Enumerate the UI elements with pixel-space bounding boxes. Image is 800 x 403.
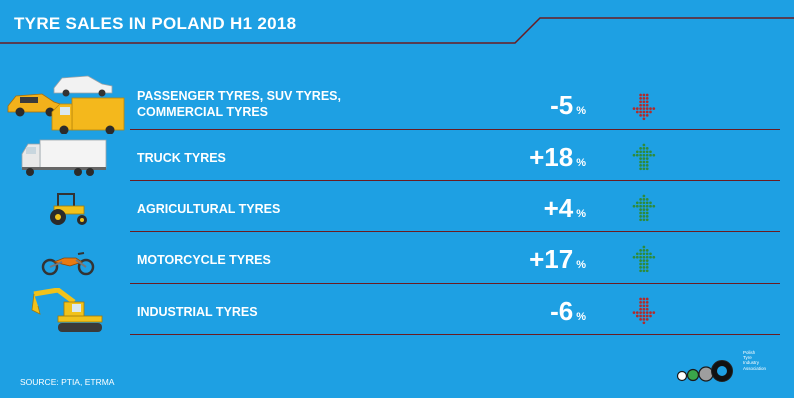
- truck-icon: [20, 138, 108, 183]
- row-divider: [130, 334, 780, 335]
- change-value: +4: [543, 193, 574, 223]
- arrow-down-icon: [632, 297, 656, 325]
- row-label-line: COMMERCIAL TYRES: [137, 105, 269, 119]
- row-value-motorcycle: +17%: [529, 244, 586, 275]
- page-title: TYRE SALES IN POLAND H1 2018: [14, 14, 297, 33]
- tractor-icon: [44, 192, 90, 231]
- row-value-industrial: -6%: [550, 296, 586, 327]
- change-value: +18: [529, 142, 574, 172]
- row-label-line: TRUCK TYRES: [137, 151, 226, 165]
- percent-unit: %: [576, 311, 586, 323]
- row-label-passenger: PASSENGER TYRES, SUV TYRES, COMMERCIAL T…: [137, 88, 341, 120]
- percent-unit: %: [576, 157, 586, 169]
- arrow-up-icon: [632, 143, 656, 171]
- arrow-up-icon: [632, 194, 656, 222]
- cars-van-icon: [6, 66, 128, 139]
- row-label-line: MOTORCYCLE TYRES: [137, 253, 271, 267]
- row-divider: [130, 231, 780, 232]
- row-label-industrial: INDUSTRIAL TYRES: [137, 304, 258, 320]
- arrow-down-icon: [632, 93, 656, 121]
- row-value-truck: +18%: [529, 142, 586, 173]
- row-divider: [130, 129, 780, 130]
- row-label-agricultural: AGRICULTURAL TYRES: [137, 201, 280, 217]
- row-label-truck: TRUCK TYRES: [137, 150, 226, 166]
- title-bar: [0, 17, 794, 44]
- row-label-line: INDUSTRIAL TYRES: [137, 305, 258, 319]
- excavator-icon: [28, 287, 104, 339]
- row-value-passenger: -5%: [550, 90, 586, 121]
- row-label-line: PASSENGER TYRES, SUV TYRES,: [137, 89, 341, 103]
- percent-unit: %: [576, 105, 586, 117]
- row-divider: [130, 180, 780, 181]
- change-value: -5: [550, 90, 574, 120]
- logo-text-line: Tyre: [743, 355, 752, 361]
- source-note: SOURCE: PTIA, ETRMA: [20, 377, 115, 387]
- logo-text-line: Association: [743, 365, 767, 371]
- row-value-agricultural: +4%: [544, 193, 586, 224]
- ptia-logo: [676, 360, 733, 382]
- logo-text: Polish Tyre Industry Association: [743, 350, 766, 371]
- percent-unit: %: [576, 208, 586, 220]
- arrow-up-icon: [632, 245, 656, 273]
- change-value: +17: [529, 244, 574, 274]
- percent-unit: %: [576, 259, 586, 271]
- motorcycle-icon: [40, 250, 96, 281]
- logo-text-line: Industry: [743, 360, 760, 366]
- row-divider: [130, 283, 780, 284]
- row-label-line: AGRICULTURAL TYRES: [137, 202, 281, 216]
- logo-text-line: Polish: [743, 350, 756, 355]
- change-value: -6: [550, 296, 574, 326]
- row-label-motorcycle: MOTORCYCLE TYRES: [137, 252, 271, 268]
